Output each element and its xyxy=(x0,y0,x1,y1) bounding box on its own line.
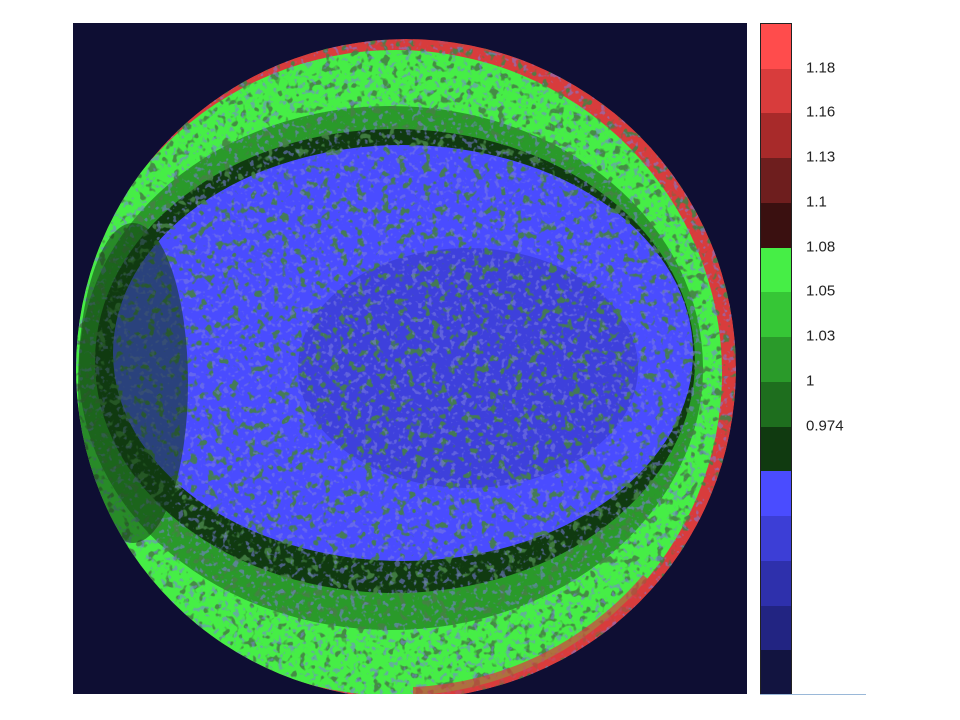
colorbar-tick-label: 1.1 xyxy=(806,193,827,211)
wafer-disc xyxy=(76,39,736,694)
colorbar-level xyxy=(761,426,791,472)
colorbar-level xyxy=(761,560,791,607)
wafer-left-patch xyxy=(78,223,188,543)
colorbar-level xyxy=(761,68,791,114)
colorbar-tick-label: 1.03 xyxy=(806,327,836,345)
wafer-edge-bottom-right xyxy=(413,575,653,694)
colorbar-tick-label: 1.18 xyxy=(806,59,836,77)
colorbar-level xyxy=(761,158,791,204)
heatmap-panel xyxy=(73,23,747,694)
bottom-rule xyxy=(760,694,866,695)
wafer-heatmap xyxy=(76,39,736,694)
colorbar-tick-label: 0.974 xyxy=(806,417,844,435)
colorbar xyxy=(760,23,792,696)
colorbar-tick-label: 1.08 xyxy=(806,238,836,256)
colorbar-level xyxy=(761,247,791,293)
colorbar-tick-label: 1 xyxy=(806,372,815,390)
colorbar-level xyxy=(761,650,791,696)
colorbar-level xyxy=(761,516,791,562)
colorbar-level xyxy=(761,202,791,249)
colorbar-level xyxy=(761,381,791,428)
colorbar-level xyxy=(761,337,791,383)
colorbar-level xyxy=(761,24,791,70)
colorbar-level xyxy=(761,292,791,338)
colorbar-level xyxy=(761,605,791,651)
colorbar-tick-label: 1.05 xyxy=(806,282,836,300)
colorbar-level xyxy=(761,471,791,517)
colorbar-tick-label: 1.13 xyxy=(806,148,836,166)
colorbar-tick-label: 1.16 xyxy=(806,103,836,121)
colorbar-level xyxy=(761,113,791,159)
